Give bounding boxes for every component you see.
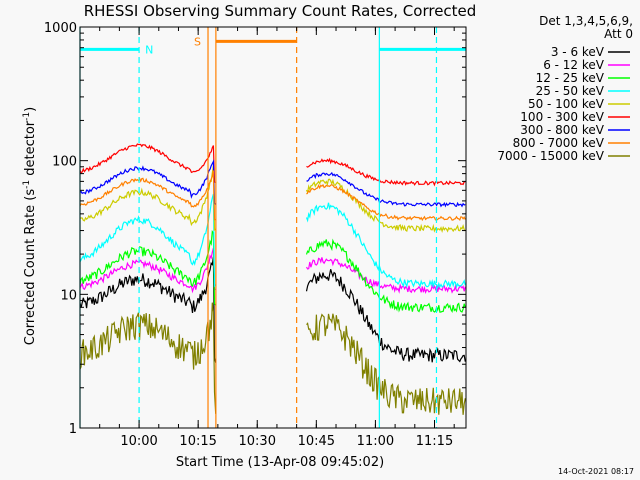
legend-label: 12 - 25 keV — [536, 71, 605, 85]
legend-header-line2: Att 0 — [604, 27, 633, 41]
x-tick-label: 10:30 — [239, 434, 276, 449]
x-axis-label: Start Time (13-Apr-08 09:45:02) — [176, 455, 384, 470]
legend-label: 50 - 100 keV — [528, 97, 605, 111]
y-tick-label: 1000 — [44, 21, 77, 36]
series-trace-post-gap — [305, 202, 466, 290]
series-100-300-kev — [80, 143, 466, 187]
footer-date: 14-Oct-2021 08:17 — [558, 467, 634, 476]
series-3-6-kev — [80, 256, 466, 363]
axis-layer: 1 10 100 1000 10:00 10:15 10:30 10:45 11:00 11:15 — [44, 21, 467, 449]
series-trace-pre-gap — [80, 302, 217, 414]
series-trace-pre-gap — [80, 143, 216, 183]
series-6-12-kev — [80, 247, 466, 294]
y-axis-label: Corrected Count Rate (s-1 detector-1) — [22, 107, 38, 345]
series-trace-post-gap — [306, 313, 466, 415]
series-300-800-kev — [80, 159, 466, 208]
saa-bar-label: S — [194, 35, 201, 48]
y-axis-label-sup2: -1 — [22, 112, 32, 121]
series-12-25-kev — [80, 230, 466, 314]
series-trace-pre-gap — [80, 193, 217, 288]
series-trace-post-gap — [305, 257, 466, 294]
series-trace-post-gap — [305, 269, 466, 363]
series-trace-pre-gap — [80, 159, 217, 205]
x-tick-label: 11:15 — [416, 434, 453, 449]
plot-area — [80, 143, 466, 415]
night-bar-label: N — [145, 43, 153, 56]
series-trace-pre-gap — [80, 256, 217, 363]
x-tick-label: 11:00 — [357, 434, 394, 449]
series-7000-15000-kev — [80, 302, 466, 415]
series-25-50-kev — [80, 193, 466, 290]
legend-label: 300 - 800 keV — [520, 123, 604, 137]
series-trace-post-gap — [306, 183, 466, 222]
y-axis-label-mid: detector — [23, 120, 38, 180]
x-tick-label: 10:45 — [298, 434, 335, 449]
series-trace-post-gap — [305, 238, 466, 314]
legend-label: 7000 - 15000 keV — [497, 149, 604, 163]
legend-label: 800 - 7000 keV — [513, 136, 605, 150]
y-tick-label: 1 — [69, 422, 77, 437]
legend-label: 3 - 6 keV — [551, 45, 605, 59]
legend-header-line1: Det 1,3,4,5,6,9, — [539, 14, 633, 28]
series-trace-pre-gap — [80, 165, 217, 232]
x-tick-label: 10:15 — [179, 434, 216, 449]
plot-frame — [79, 26, 467, 429]
series-trace-pre-gap — [80, 247, 216, 294]
series-trace-post-gap — [306, 157, 466, 187]
y-axis-label-end: ) — [23, 107, 38, 112]
series-trace-pre-gap — [80, 170, 216, 221]
series-trace-post-gap — [305, 178, 466, 233]
legend-label: 25 - 50 keV — [536, 84, 605, 98]
series-trace-post-gap — [306, 171, 466, 208]
legend-label: 6 - 12 keV — [543, 58, 605, 72]
x-tick-label: 10:00 — [120, 434, 157, 449]
series-trace-pre-gap — [80, 230, 217, 306]
series-50-100-kev — [80, 165, 466, 233]
legend-label: 100 - 300 keV — [520, 110, 604, 124]
series-800-7000-kev — [80, 170, 466, 222]
y-tick-label: 100 — [52, 155, 77, 170]
y-axis-label-sup1: -1 — [22, 180, 32, 189]
y-tick-label: 10 — [60, 288, 77, 303]
chart-title: RHESSI Observing Summary Count Rates, Co… — [84, 2, 477, 20]
y-axis-label-main: Corrected Count Rate (s — [23, 189, 38, 346]
